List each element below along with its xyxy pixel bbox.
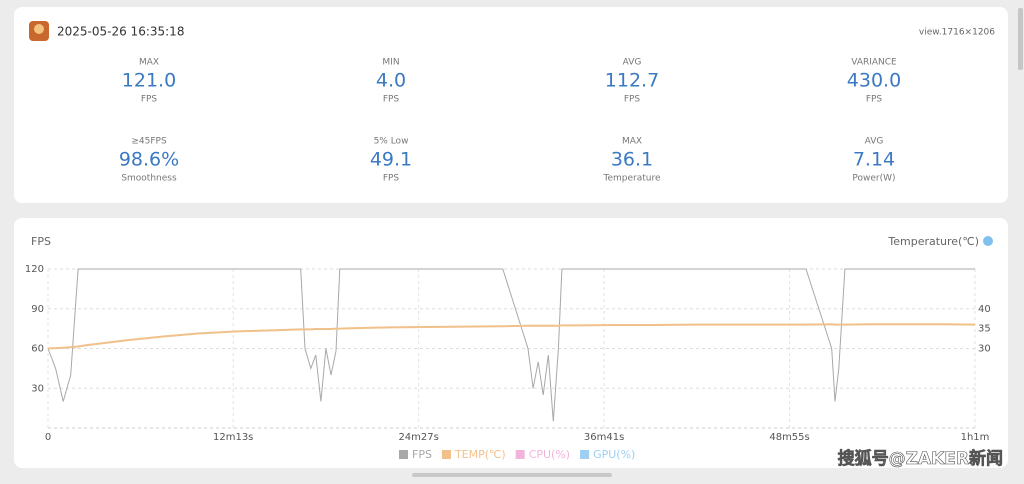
x-tick-label: 24m27s [398, 432, 438, 443]
x-tick-label: 36m41s [584, 432, 624, 443]
x-tick-label: 0 [45, 432, 51, 443]
stat-value: 36.1 [611, 149, 653, 171]
info-icon[interactable] [983, 236, 993, 246]
y-axis-label: FPS [31, 235, 51, 248]
y-tick-label: 60 [31, 344, 44, 355]
stat-label: MAX [139, 58, 159, 68]
stat-label: VARIANCE [851, 58, 897, 68]
legend-label[interactable]: CPU(%) [529, 448, 570, 461]
stat-label: ≥45FPS [131, 137, 167, 147]
legend-label[interactable]: FPS [412, 448, 432, 461]
stat-unit: FPS [866, 95, 883, 105]
watermark: 搜狐号@ZAKER新闻 [838, 448, 1003, 469]
home-indicator[interactable] [412, 473, 612, 477]
stat-unit: FPS [141, 95, 158, 105]
stat-value: 98.6% [119, 149, 179, 171]
x-tick-label: 12m13s [213, 432, 253, 443]
stat-unit: Power(W) [852, 174, 895, 184]
stat-label: AVG [865, 137, 884, 147]
y2-tick-label: 30 [978, 344, 991, 355]
stat-label: 5% Low [374, 137, 409, 147]
y2-tick-label: 40 [978, 304, 991, 315]
scrollbar[interactable] [1018, 8, 1023, 70]
y-tick-label: 90 [31, 304, 44, 315]
stat-unit: FPS [624, 95, 641, 105]
x-tick-label: 1h1m [961, 432, 990, 443]
stat-value: 7.14 [853, 149, 895, 171]
stat-unit: Temperature [602, 174, 660, 184]
x-tick-label: 48m55s [769, 432, 809, 443]
chart-card [14, 218, 1008, 468]
legend-swatch[interactable] [441, 450, 451, 459]
series-line [47, 268, 975, 422]
y2-tick-label: 35 [978, 324, 991, 335]
stat-label: AVG [623, 58, 642, 68]
stat-value: 112.7 [605, 70, 659, 92]
legend-label[interactable]: GPU(%) [593, 448, 635, 461]
stat-label: MAX [622, 137, 642, 147]
app-icon-face [34, 24, 44, 34]
session-date: 2025-05-26 16:35:18 [57, 25, 184, 39]
stat-unit: Smoothness [121, 174, 177, 184]
y-tick-label: 30 [31, 383, 44, 394]
stat-value: 49.1 [370, 149, 412, 171]
legend-swatch[interactable] [580, 450, 590, 459]
view-size: view.1716×1206 [919, 28, 995, 38]
series-line [47, 323, 976, 350]
stat-value: 121.0 [122, 70, 176, 92]
y2-axis-label: Temperature(℃) [887, 235, 979, 248]
stat-value: 4.0 [376, 70, 406, 92]
legend-swatch[interactable] [515, 450, 525, 459]
legend-swatch[interactable] [399, 450, 408, 459]
stat-label: MIN [382, 58, 399, 68]
y-tick-label: 120 [25, 264, 44, 275]
stat-value: 430.0 [847, 70, 901, 92]
legend-label[interactable]: TEMP(℃) [454, 448, 506, 461]
stats-card [14, 7, 1008, 203]
stat-unit: FPS [383, 174, 400, 184]
stat-unit: FPS [383, 95, 400, 105]
